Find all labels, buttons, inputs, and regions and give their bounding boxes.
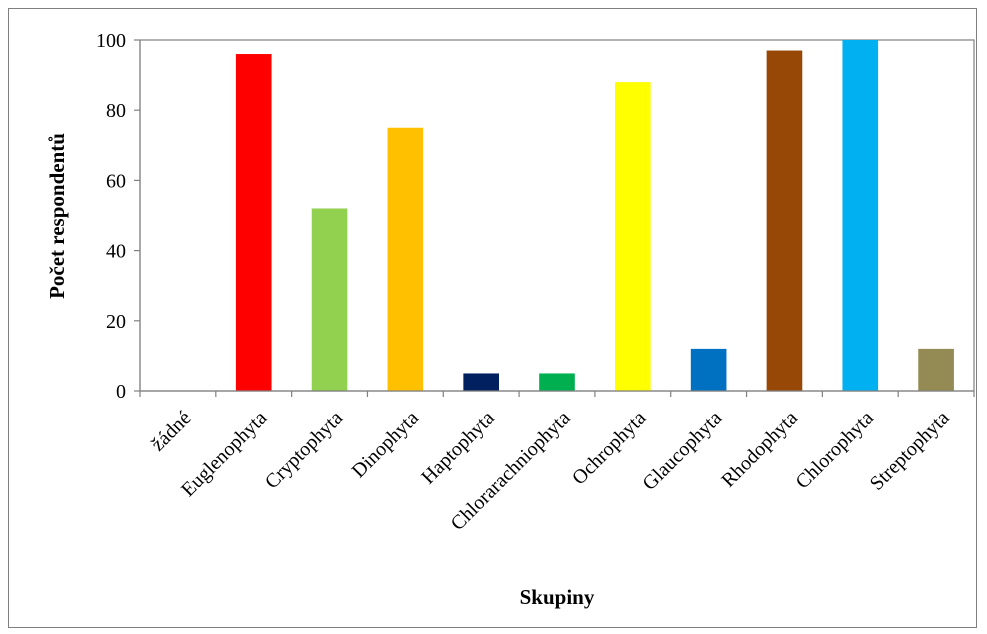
y-axis-label: Počet respondentů	[45, 133, 69, 299]
x-tick-label: Streptophyta	[866, 407, 954, 495]
bar	[615, 82, 651, 392]
x-tick-label: žádné	[147, 407, 196, 456]
x-axis-label: Skupiny	[520, 585, 595, 609]
y-tick-label: 0	[116, 381, 126, 403]
bar	[842, 40, 879, 391]
bar	[690, 348, 727, 391]
x-tick-label: Haptophyta	[417, 407, 499, 489]
y-axis-ticks: 0 20 40 60 80 100	[96, 30, 141, 403]
bar	[918, 348, 954, 391]
x-tick-label: Rhodophyta	[717, 407, 802, 492]
bar	[766, 50, 803, 391]
bar	[387, 127, 424, 391]
bar	[539, 373, 575, 391]
y-tick-label: 60	[106, 170, 126, 192]
x-tick-label: Chlorophyta	[792, 407, 878, 493]
y-tick-label: 100	[96, 30, 126, 52]
bar	[463, 373, 499, 391]
x-tick-label: Cryptophyta	[261, 407, 347, 493]
bars	[235, 40, 954, 392]
y-tick-label: 40	[106, 241, 126, 263]
chart-frame	[8, 8, 977, 628]
y-tick-label: 20	[106, 311, 126, 333]
bar	[235, 54, 272, 391]
x-tick-label: Dinophyta	[348, 407, 423, 482]
x-tick-label: Glaucophyta	[638, 407, 726, 495]
bar	[311, 208, 348, 391]
x-tick-label: Ochrophyta	[568, 407, 650, 489]
y-tick-label: 80	[106, 100, 126, 122]
